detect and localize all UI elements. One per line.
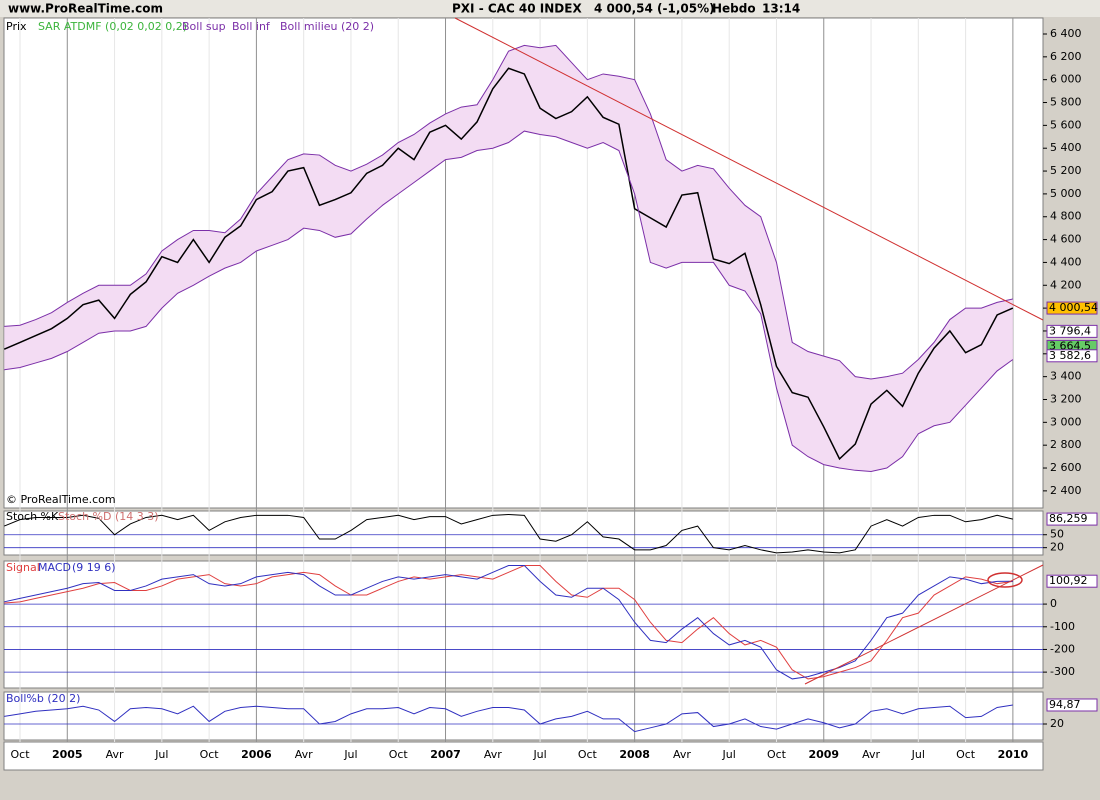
y-tick-label: 4 400 <box>1050 255 1082 268</box>
x-tick-label: Jul <box>722 748 736 761</box>
last-value-tag <box>1046 349 1098 363</box>
x-tick-label: 2009 <box>808 748 839 761</box>
y-tick-label: -300 <box>1050 665 1075 678</box>
period: Hebdo <box>712 2 756 16</box>
y-tick-label: -100 <box>1050 620 1075 633</box>
y-tick-label: 20 <box>1050 717 1064 730</box>
y-tick-label: 20 <box>1050 541 1064 554</box>
last-value-tag <box>1046 324 1098 338</box>
y-tick-label: 5 600 <box>1050 118 1082 131</box>
last-value-label: 100,92 <box>1049 574 1088 587</box>
title: PXI - CAC 40 INDEX <box>452 2 582 16</box>
x-tick-label: Oct <box>956 748 976 761</box>
x-tick-label: 2006 <box>241 748 272 761</box>
y-tick-label: 0 <box>1050 597 1057 610</box>
time: 13:14 <box>762 2 800 16</box>
legend: Prix <box>6 20 27 33</box>
site: www.ProRealTime.com <box>8 2 163 16</box>
last-value-tag <box>1046 512 1098 526</box>
x-tick-label: Oct <box>578 748 598 761</box>
x-tick-label: 2007 <box>430 748 461 761</box>
series-line <box>4 565 1013 680</box>
series-line <box>3 67 1014 461</box>
x-tick-label: Jul <box>532 748 546 761</box>
last-value-tag <box>1046 698 1098 712</box>
legend: (9 19 6) <box>72 561 116 574</box>
x-tick-label: Oct <box>767 748 787 761</box>
panel <box>3 510 1044 556</box>
y-tick-label: 4 200 <box>1050 278 1082 291</box>
x-tick-label: Avr <box>484 748 502 761</box>
series-line <box>4 513 1013 554</box>
legend: Stoch %D (14 3 3) <box>58 510 159 523</box>
y-tick-label: 4 600 <box>1050 233 1082 246</box>
x-tick-label: Avr <box>295 748 313 761</box>
x-tick-label: 2008 <box>619 748 650 761</box>
y-tick-label: 3 000 <box>1050 415 1082 428</box>
legend: Boll milieu (20 2) <box>280 20 374 33</box>
panel <box>3 691 1044 741</box>
x-tick-label: Jul <box>343 748 357 761</box>
last-value-label: 3 796,4 <box>1049 324 1091 337</box>
highlight-ellipse <box>987 572 1023 588</box>
x-tick-label: Avr <box>862 748 880 761</box>
last-value-label: 3 582,6 <box>1049 349 1091 362</box>
quote: 4 000,54 (-1,05%) <box>594 2 715 16</box>
y-tick-label: 5 000 <box>1050 187 1082 200</box>
y-tick-label: 2 800 <box>1050 438 1082 451</box>
series-line <box>4 704 1013 733</box>
y-tick-label: 5 200 <box>1050 164 1082 177</box>
y-tick-label: 4 800 <box>1050 210 1082 223</box>
x-tick-label: Jul <box>154 748 168 761</box>
legend: SAR ATDMF (0,02 0,02 0,2) <box>38 20 187 33</box>
legend: MACD <box>38 561 71 574</box>
x-tick-label: Avr <box>673 748 691 761</box>
y-tick-label: 6 400 <box>1050 27 1082 40</box>
plots: Oct 2005 Avr Jul Oct 2006 Avr Jul Oct 2007 Avr Jul O… <box>3 17 1098 771</box>
last-value-label: 3 664,5 <box>1049 339 1091 352</box>
x-tick-label: Oct <box>389 748 409 761</box>
y-tick-label: -200 <box>1050 642 1075 655</box>
x-tick-label: 2005 <box>52 748 83 761</box>
legend: Stoch %K <box>6 510 59 523</box>
y-tick-label: 2 600 <box>1050 461 1082 474</box>
last-value-label: 94,87 <box>1049 698 1081 711</box>
y-tick-label: 6 000 <box>1050 73 1082 86</box>
watermark: © ProRealTime.com <box>6 493 116 506</box>
legend: Boll inf <box>232 20 271 33</box>
legend: Boll%b (20 2) <box>6 692 80 705</box>
y-tick-label: 3 400 <box>1050 370 1082 383</box>
x-tick-label: Jul <box>911 748 925 761</box>
trend-line <box>454 17 1044 321</box>
x-tick-label: 2010 <box>998 748 1029 761</box>
last-value-label: 4 000,54 <box>1049 301 1098 314</box>
macd-trend-line <box>804 564 1044 685</box>
x-tick-label: Oct <box>200 748 220 761</box>
last-value-tag <box>1046 301 1098 315</box>
y-tick-label: 5 400 <box>1050 141 1082 154</box>
y-tick-label: 50 <box>1050 528 1064 541</box>
legend: Signal <box>6 561 40 574</box>
x-tick-label: Avr <box>106 748 124 761</box>
y-tick-label: 6 200 <box>1050 50 1082 63</box>
series-line <box>4 130 1014 472</box>
legend: Boll sup <box>182 20 226 33</box>
y-tick-label: 3 200 <box>1050 392 1082 405</box>
x-axis <box>3 741 1044 771</box>
panel <box>3 560 1044 689</box>
last-value-tag <box>1046 574 1098 588</box>
header-bar <box>0 0 1100 17</box>
y-tick-label: 2 400 <box>1050 484 1082 497</box>
y-tick-label: 5 800 <box>1050 96 1082 109</box>
last-value-label: 86,259 <box>1049 512 1088 525</box>
series-line <box>4 565 1013 680</box>
overlay: Prix SAR ATDMF (0,02 0,02 0,2) Boll sup … <box>6 17 1044 705</box>
x-tick-label: Oct <box>10 748 30 761</box>
series-line <box>4 44 1013 380</box>
